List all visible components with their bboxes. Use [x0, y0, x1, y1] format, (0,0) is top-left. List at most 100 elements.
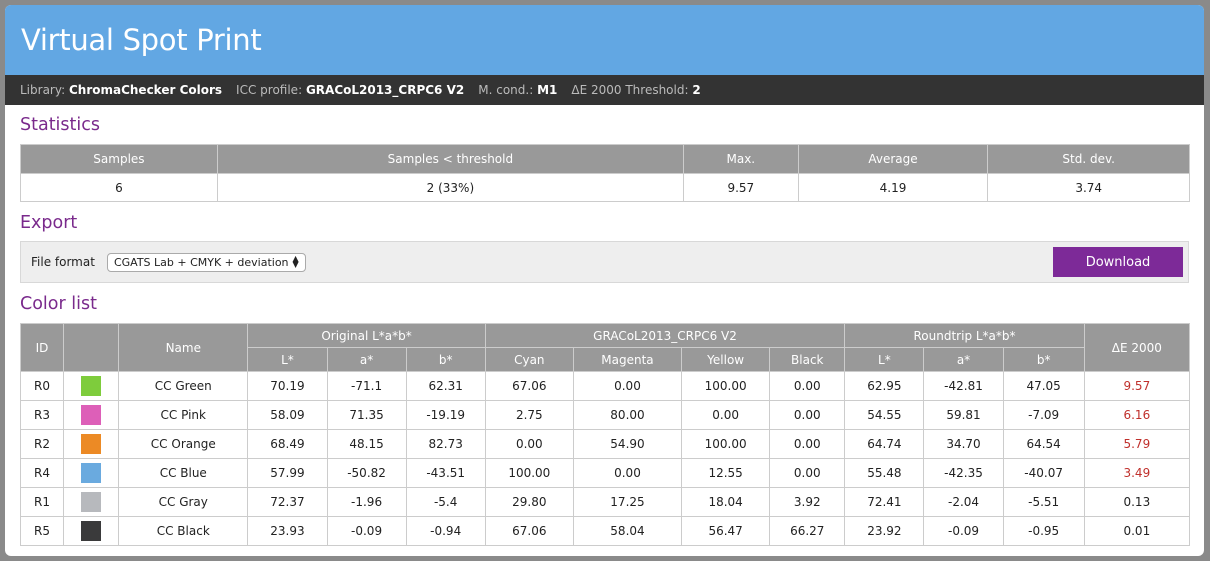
row-value-l: 58.09 [247, 400, 328, 430]
table-row[interactable]: R5 CC Black 23.93 -0.09 -0.94 67.06 58.04 56.47… [19, 516, 1191, 546]
color-swatch [81, 376, 102, 396]
app-window: Virtual Spot Print Library: ChromaChecke… [5, 5, 1204, 556]
row-delta-e: 5.79 [1083, 429, 1191, 459]
row-value-rb: 64.54 [1002, 429, 1085, 459]
threshold-value: 2 [692, 83, 701, 97]
table-row[interactable]: R4 CC Blue 57.99 -50.82 -43.51 100.00 0.00 12.5… [19, 458, 1191, 488]
table-row[interactable]: R1 CC Gray 72.37 -1.96 -5.4 29.80 17.25 18.04 3.… [19, 487, 1191, 517]
row-value-ra: -0.09 [923, 516, 1004, 546]
stats-header: Samples < threshold [216, 144, 684, 174]
table-row[interactable]: R0 CC Green 70.19 -71.1 62.31 67.06 0.00 100.00… [19, 371, 1191, 401]
row-value-rb: -0.95 [1002, 516, 1085, 546]
row-value-m: 0.00 [572, 458, 683, 488]
row-value-c: 67.06 [484, 371, 574, 401]
row-name: CC Pink [118, 400, 249, 430]
file-format-select[interactable]: CGATS Lab + CMYK + deviation ▲ ▼ [106, 252, 306, 272]
row-id: R2 [19, 429, 65, 459]
row-id: R0 [19, 371, 65, 401]
col-roundtrip-a-header: a* [923, 347, 1004, 372]
statistics-table: Samples Samples < threshold Max. Average Std… [20, 144, 1190, 202]
mcond-value: M1 [537, 83, 558, 97]
row-delta-e: 0.13 [1083, 487, 1191, 517]
library-info: Library: ChromaChecker Colors [20, 83, 223, 97]
row-name: CC Blue [118, 458, 249, 488]
stats-value: 9.57 [682, 173, 799, 202]
row-swatch-cell [63, 516, 120, 546]
col-roundtrip-l-header: L* [844, 347, 925, 372]
color-swatch [81, 521, 102, 541]
stats-header: Max. [682, 144, 799, 174]
statistics-heading: Statistics [20, 115, 100, 135]
app-header: Virtual Spot Print [5, 5, 1204, 75]
roundtrip-lab-header: Roundtrip L*a*b* [844, 323, 1085, 348]
row-value-c: 67.06 [484, 516, 574, 546]
page-title: Virtual Spot Print [21, 23, 262, 57]
row-value-rl: 54.55 [844, 400, 925, 430]
col-name-header: Name [118, 323, 249, 372]
row-value-m: 17.25 [572, 487, 683, 517]
stats-value: 2 (33%) [216, 173, 684, 202]
row-value-l: 70.19 [247, 371, 328, 401]
row-value-a: 48.15 [326, 429, 407, 459]
download-button[interactable]: Download [1053, 247, 1183, 277]
row-value-y: 100.00 [681, 371, 771, 401]
row-value-ra: -42.81 [923, 371, 1004, 401]
row-delta-e: 3.49 [1083, 458, 1191, 488]
row-value-k: 0.00 [769, 371, 846, 401]
info-bar: Library: ChromaChecker Colors ICC profil… [5, 75, 1204, 105]
row-value-m: 58.04 [572, 516, 683, 546]
library-value: ChromaChecker Colors [68, 83, 223, 97]
row-value-a: 71.35 [326, 400, 407, 430]
row-value-k: 0.00 [769, 429, 846, 459]
col-id-header: ID [19, 323, 65, 372]
row-value-rb: -7.09 [1002, 400, 1085, 430]
row-value-b: 62.31 [405, 371, 486, 401]
row-delta-e: 0.01 [1083, 516, 1191, 546]
row-swatch-cell [63, 429, 120, 459]
row-id: R1 [19, 487, 65, 517]
row-delta-e: 9.57 [1083, 371, 1191, 401]
row-value-k: 0.00 [769, 458, 846, 488]
col-yellow-header: Yellow [681, 347, 771, 372]
icc-profile-info: ICC profile: GRACoL2013_CRPC6 V2 [236, 83, 465, 97]
row-value-c: 100.00 [484, 458, 574, 488]
profile-header: GRACoL2013_CRPC6 V2 [484, 323, 846, 348]
row-value-k: 66.27 [769, 516, 846, 546]
row-id: R3 [19, 400, 65, 430]
row-value-rb: -5.51 [1002, 487, 1085, 517]
color-list-heading: Color list [20, 294, 97, 314]
row-value-m: 54.90 [572, 429, 683, 459]
color-swatch [81, 492, 102, 512]
export-heading: Export [20, 213, 78, 233]
row-value-y: 12.55 [681, 458, 771, 488]
row-value-b: 82.73 [405, 429, 486, 459]
row-value-ra: 59.81 [923, 400, 1004, 430]
col-black-header: Black [769, 347, 846, 372]
col-l-header: L* [247, 347, 328, 372]
row-value-b: -43.51 [405, 458, 486, 488]
row-value-y: 0.00 [681, 400, 771, 430]
file-format-value: CGATS Lab + CMYK + deviation [113, 255, 289, 269]
color-list-table: ID Name Original L*a*b* GRACoL2013_CRPC6… [19, 323, 1191, 546]
stats-value: 6 [20, 173, 218, 202]
row-id: R5 [19, 516, 65, 546]
col-a-header: a* [326, 347, 407, 372]
table-row[interactable]: R2 CC Orange 68.49 48.15 82.73 0.00 54.90 100.0… [19, 429, 1191, 459]
col-cyan-header: Cyan [484, 347, 574, 372]
row-value-m: 80.00 [572, 400, 683, 430]
row-value-l: 23.93 [247, 516, 328, 546]
row-value-k: 3.92 [769, 487, 846, 517]
row-value-y: 100.00 [681, 429, 771, 459]
stats-value: 3.74 [987, 173, 1190, 202]
delta-e-header: ΔE 2000 [1083, 323, 1191, 372]
row-swatch-cell [63, 400, 120, 430]
row-id: R4 [19, 458, 65, 488]
col-magenta-header: Magenta [572, 347, 683, 372]
row-value-a: -0.09 [326, 516, 407, 546]
table-row[interactable]: R3 CC Pink 58.09 71.35 -19.19 2.75 80.00 0.00 0.… [19, 400, 1191, 430]
col-b-header: b* [405, 347, 486, 372]
color-swatch [81, 463, 102, 483]
row-delta-e: 6.16 [1083, 400, 1191, 430]
row-value-l: 72.37 [247, 487, 328, 517]
row-value-y: 18.04 [681, 487, 771, 517]
